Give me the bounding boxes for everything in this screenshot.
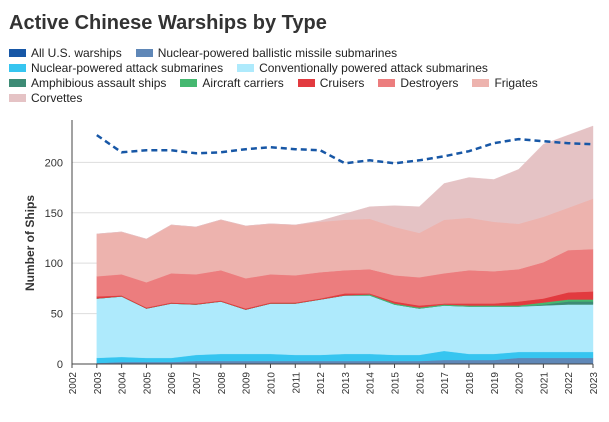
y-axis-title: Number of Ships xyxy=(23,195,37,291)
legend-item: Aircraft carriers xyxy=(180,75,284,90)
x-tick-label: 2019 xyxy=(490,372,501,395)
x-tick-label: 2002 xyxy=(68,372,79,395)
y-tick-label: 0 xyxy=(57,359,63,371)
y-tick-label: 100 xyxy=(45,258,63,270)
legend-swatch xyxy=(135,48,153,57)
us-warships-line xyxy=(96,134,594,165)
legend-label: All U.S. warships xyxy=(31,45,122,60)
x-tick-label: 2020 xyxy=(515,372,526,395)
x-tick-label: 2015 xyxy=(391,372,402,395)
legend-swatch xyxy=(297,78,315,87)
x-tick-label: 2022 xyxy=(564,372,575,395)
y-tick-label: 200 xyxy=(45,157,63,169)
y-tick-label: 150 xyxy=(45,208,63,220)
x-tick-label: 2009 xyxy=(242,372,253,395)
legend-label: Corvettes xyxy=(31,90,83,105)
x-tick-label: 2008 xyxy=(217,372,228,395)
x-tick-label: 2012 xyxy=(316,372,327,395)
x-tick-label: 2004 xyxy=(118,372,129,395)
legend-item: Corvettes xyxy=(9,91,82,105)
x-tick-label: 2018 xyxy=(465,372,476,395)
x-tick-label: 2017 xyxy=(440,372,451,395)
legend-swatch xyxy=(9,63,26,72)
chart-title: Active Chinese Warships by Type xyxy=(9,12,327,34)
legend-item: Conventionally powered attack submarines xyxy=(237,61,488,75)
legend-label: Frigates xyxy=(494,75,538,90)
legend-label: Cruisers xyxy=(319,75,365,90)
legend-item: Amphibious assault ships xyxy=(9,76,166,90)
x-tick-label: 2016 xyxy=(415,372,426,395)
x-tick-label: 2010 xyxy=(266,372,277,395)
legend-swatch xyxy=(9,78,26,87)
legend-swatch xyxy=(472,78,490,87)
legend-item: Cruisers xyxy=(297,75,365,90)
legend-label: Aircraft carriers xyxy=(202,75,284,90)
x-tick-label: 2021 xyxy=(539,372,550,395)
x-tick-label: 2013 xyxy=(341,372,352,395)
legend-label: Destroyers xyxy=(400,75,459,90)
legend-item: Destroyers xyxy=(378,76,458,90)
legend-label: Nuclear-powered ballistic missile submar… xyxy=(157,45,398,60)
legend-label: Nuclear-powered attack submarines xyxy=(31,60,224,75)
x-tick-label: 2005 xyxy=(142,372,153,395)
legend-item: All U.S. warships xyxy=(9,46,122,60)
legend-swatch xyxy=(180,78,198,87)
x-tick-label: 2007 xyxy=(192,372,203,395)
legend-label: Amphibious assault ships xyxy=(31,75,167,90)
x-tick-label: 2023 xyxy=(589,372,600,395)
y-tick-label: 50 xyxy=(51,309,63,321)
x-tick-label: 2011 xyxy=(291,372,302,394)
legend-swatch xyxy=(9,93,26,102)
legend-item: Nuclear-powered attack submarines xyxy=(9,61,223,75)
x-tick-label: 2006 xyxy=(167,372,178,395)
x-tick-label: 2014 xyxy=(366,372,377,395)
legend-swatch xyxy=(9,48,26,57)
x-tick-label: 2003 xyxy=(93,372,104,395)
legend-swatch xyxy=(237,63,255,72)
legend-swatch xyxy=(378,78,396,87)
legend-item: Frigates xyxy=(472,75,538,90)
chart-legend: All U.S. warships Nuclear-powered ballis… xyxy=(9,45,604,105)
legend-item: Nuclear-powered ballistic missile submar… xyxy=(135,45,398,60)
area-series xyxy=(96,125,594,240)
legend-label: Conventionally powered attack submarines xyxy=(259,60,488,75)
